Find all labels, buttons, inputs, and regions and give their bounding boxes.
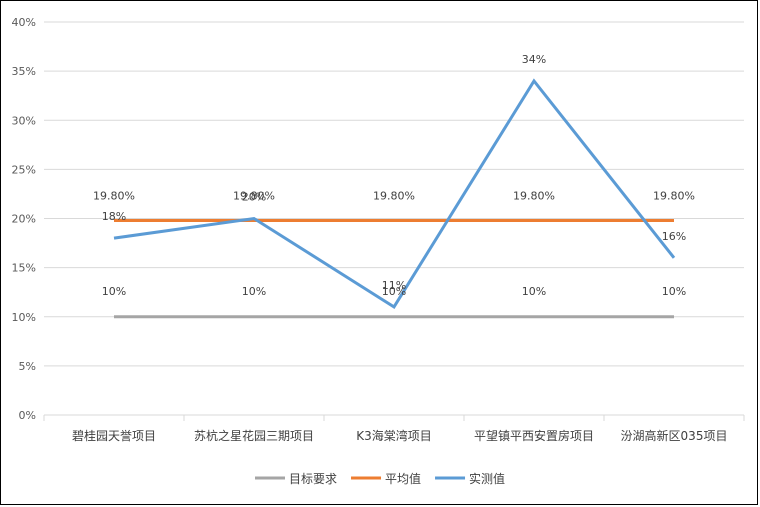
target-series-data-label: 10% — [102, 285, 126, 298]
average-series-data-label: 19.80% — [233, 189, 275, 202]
x-tick-label: 苏杭之星花园三期项目 — [194, 428, 314, 443]
average-series-data-label: 19.80% — [93, 189, 135, 202]
y-tick-label: 10% — [12, 311, 36, 324]
average-series-data-label: 19.80% — [513, 189, 555, 202]
x-tick-label: 平望镇平西安置房项目 — [474, 428, 594, 443]
average-series-data-label: 19.80% — [653, 189, 695, 202]
y-tick-label: 40% — [12, 16, 36, 29]
y-tick-label: 5% — [19, 360, 36, 373]
actual-series-data-label: 16% — [662, 230, 686, 243]
actual-series-data-label: 18% — [102, 210, 126, 223]
target-series-data-label: 10% — [382, 285, 406, 298]
x-tick-label: 碧桂园天誉项目 — [72, 428, 156, 443]
y-tick-label: 15% — [12, 262, 36, 275]
actual-series-data-label: 34% — [522, 53, 546, 66]
target-series-data-label: 10% — [662, 285, 686, 298]
x-tick-label: K3海棠湾项目 — [356, 428, 432, 443]
actual-series-data-label: 20% — [242, 191, 266, 204]
actual-series-line — [113, 78, 676, 310]
y-tick-label: 20% — [12, 213, 36, 226]
legend-label: 平均值 — [385, 471, 421, 486]
y-tick-label: 0% — [19, 409, 36, 422]
average-series-data-label: 19.80% — [373, 189, 415, 202]
target-series-data-label: 10% — [522, 285, 546, 298]
legend-label: 实测值 — [469, 471, 505, 486]
legend-label: 目标要求 — [289, 472, 337, 486]
actual-series-data-label: 11% — [382, 279, 406, 292]
y-tick-label: 30% — [12, 114, 36, 127]
target-series-data-label: 10% — [242, 285, 266, 298]
y-tick-label: 35% — [12, 65, 36, 78]
y-tick-label: 25% — [12, 163, 36, 176]
x-tick-label: 汾湖高新区035项目 — [621, 428, 728, 443]
